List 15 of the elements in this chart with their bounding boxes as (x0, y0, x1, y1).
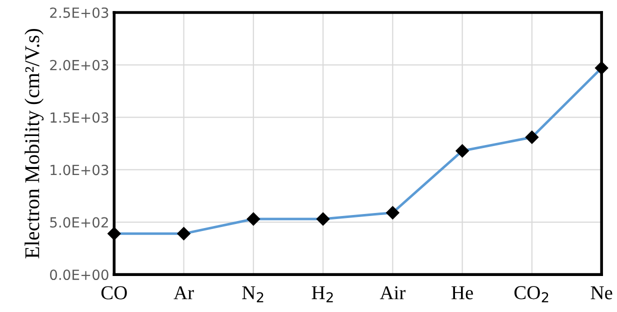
x-tick-label: CO (101, 286, 127, 300)
x-tick-label: Ne (590, 286, 612, 300)
y-axis-title: Electron Mobility (cm²/V.s) (24, 28, 44, 258)
y-tick-label: 2.5E+03 (50, 7, 108, 18)
x-tick-label: CO$_{2}$ (514, 286, 548, 302)
x-tick-label: He (452, 286, 473, 300)
y-tick-label: 0.0E+00 (50, 270, 108, 280)
x-tick-label: Air (380, 286, 406, 300)
y-tick-label: 2.0E+03 (50, 60, 108, 70)
y-tick-label: 5.0E+02 (50, 217, 108, 228)
x-tick-label: H$_{2}$ (312, 286, 333, 302)
x-tick-label: N$_{2}$ (242, 286, 264, 302)
y-tick-label: 1.5E+03 (50, 112, 108, 123)
y-tick-label: 1.0E+03 (50, 164, 108, 176)
x-tick-label: Ar (174, 286, 194, 300)
